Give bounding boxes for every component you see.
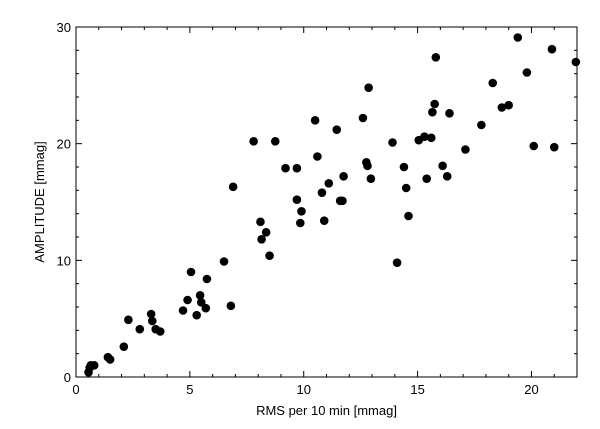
data-point <box>192 310 201 320</box>
data-point <box>147 316 157 326</box>
data-point <box>461 145 470 154</box>
data-point <box>388 138 397 147</box>
data-point <box>497 103 507 112</box>
data-point <box>488 78 498 88</box>
data-point <box>420 132 429 141</box>
data-point <box>196 298 206 307</box>
data-point <box>124 315 133 325</box>
data-point <box>219 257 229 266</box>
data-point <box>430 99 439 109</box>
data-point <box>313 152 322 161</box>
data-point <box>399 162 409 172</box>
data-point <box>363 161 372 171</box>
axis-ticks: 0 5 10 15 20 0 10 20 30 <box>57 20 578 397</box>
data-point <box>226 301 236 311</box>
x-tick-label: 15 <box>410 382 424 397</box>
data-point <box>547 44 557 54</box>
x-tick-label: 0 <box>72 382 79 397</box>
data-point <box>135 324 145 334</box>
data-point <box>155 327 165 336</box>
data-point <box>270 137 280 146</box>
data-point <box>249 137 258 146</box>
y-tick-label: 20 <box>57 137 71 152</box>
data-point <box>146 309 156 319</box>
data-point <box>105 355 115 364</box>
x-tick-label: 10 <box>296 382 310 397</box>
data-point <box>364 83 373 92</box>
data-point <box>401 183 411 193</box>
y-tick-label: 30 <box>57 20 71 35</box>
data-point <box>310 116 320 125</box>
data-point <box>202 274 212 284</box>
data-point <box>571 57 581 67</box>
data-point <box>292 195 302 204</box>
data-point <box>195 291 205 300</box>
data-point <box>261 228 271 237</box>
data-point <box>119 342 129 351</box>
data-point <box>265 251 274 260</box>
data-point <box>256 217 265 227</box>
data-point <box>392 258 402 267</box>
data-point <box>504 100 513 110</box>
data-point <box>522 68 532 77</box>
data-point <box>404 211 413 221</box>
data-point <box>549 142 559 152</box>
data-point <box>332 125 342 134</box>
data-point <box>292 163 302 173</box>
data-point <box>201 303 211 313</box>
data-point <box>317 188 327 197</box>
y-tick-label: 0 <box>64 370 71 385</box>
data-point <box>281 163 290 173</box>
x-tick-label: 20 <box>524 382 538 397</box>
data-point <box>324 179 334 188</box>
data-point <box>442 172 452 181</box>
data-point <box>338 196 347 206</box>
data-point <box>431 53 441 62</box>
data-point <box>319 216 329 225</box>
data-point <box>89 361 99 370</box>
data-point <box>513 33 523 42</box>
data-point <box>426 133 436 143</box>
data-point <box>257 235 266 244</box>
data-points <box>84 33 581 377</box>
data-point <box>296 218 305 228</box>
data-point <box>428 107 437 117</box>
data-point <box>297 207 306 216</box>
data-point <box>178 306 188 315</box>
data-point <box>358 113 368 123</box>
data-point <box>422 174 432 183</box>
data-point <box>339 172 348 181</box>
x-axis-label: RMS per 10 min [mmag] <box>256 403 397 418</box>
x-tick-label: 5 <box>186 382 193 397</box>
y-axis-label: AMPLITUDE [mmag] <box>32 141 47 262</box>
y-tick-label: 10 <box>57 253 71 268</box>
data-point <box>477 120 486 130</box>
data-point <box>445 109 454 118</box>
data-point <box>186 267 196 277</box>
data-point <box>529 141 539 151</box>
data-point <box>228 182 238 192</box>
data-point <box>183 295 192 305</box>
data-point <box>438 161 447 171</box>
data-point <box>366 174 376 183</box>
